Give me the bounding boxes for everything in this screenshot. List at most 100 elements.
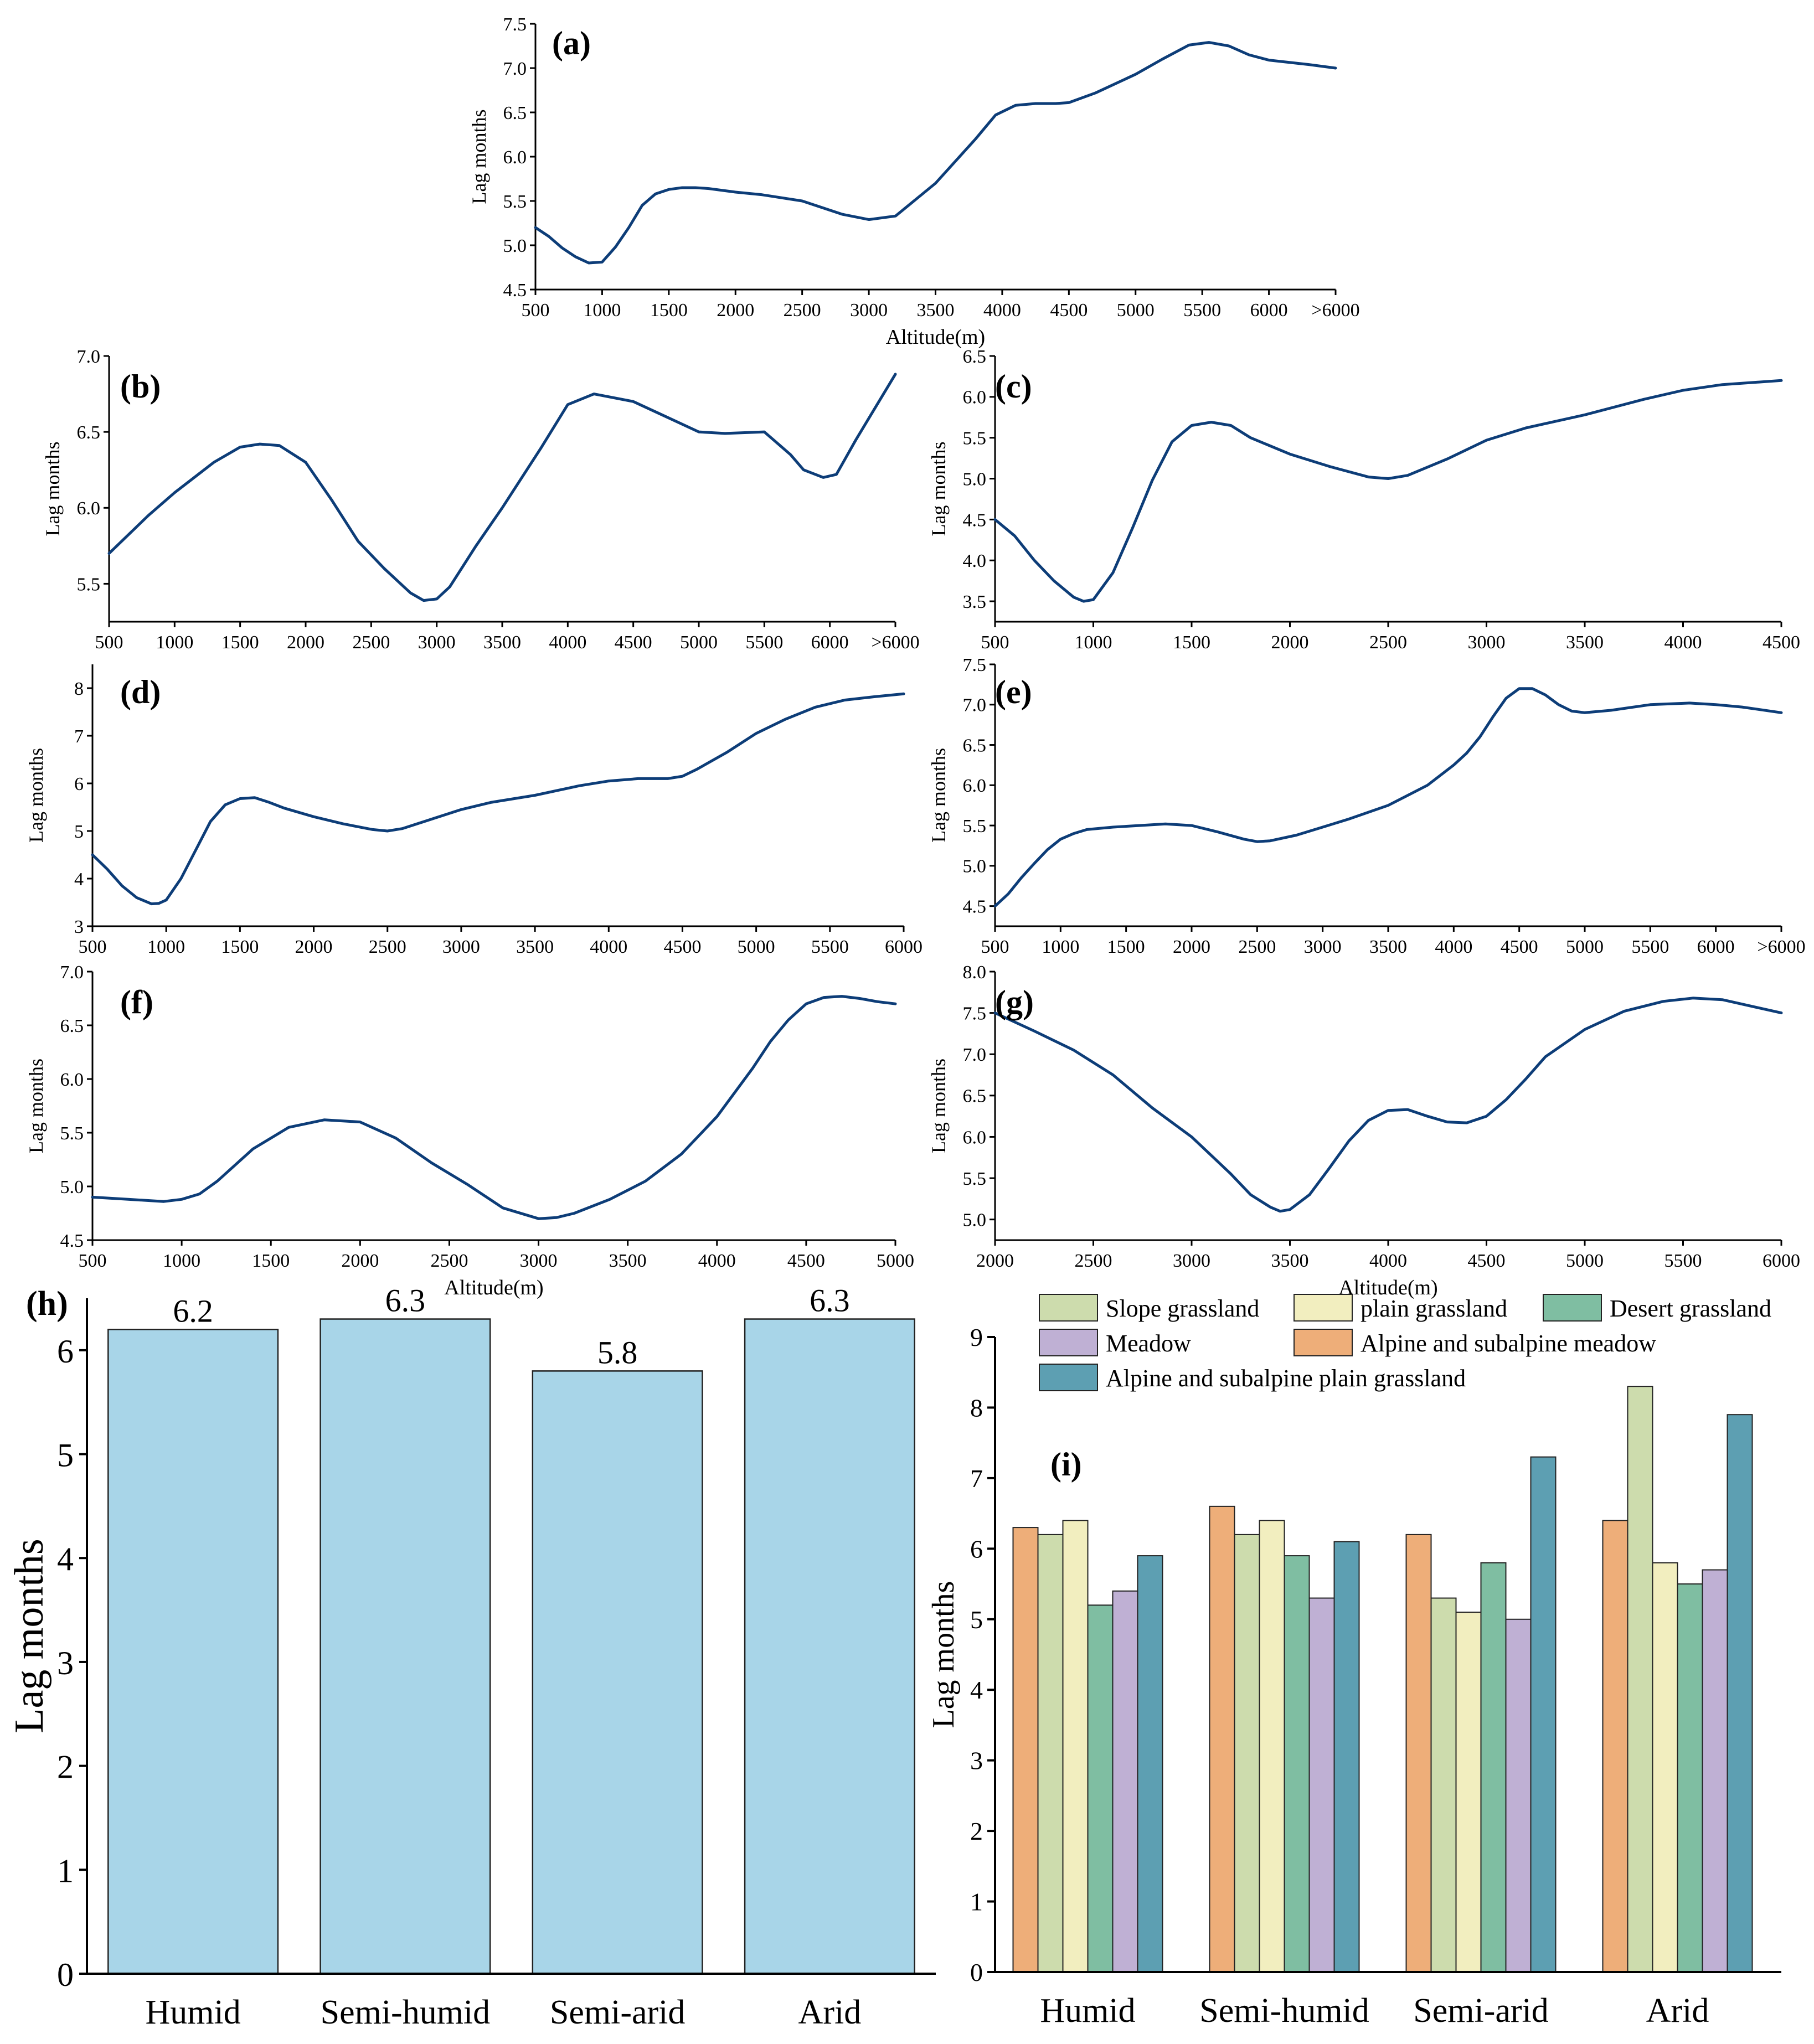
panel-label: (d) xyxy=(120,674,161,710)
bar xyxy=(1677,1583,1703,1973)
bar xyxy=(1112,1590,1138,1973)
x-tick-label: 6000 xyxy=(811,632,849,653)
y-tick-label: 8 xyxy=(74,679,84,699)
x-tick-label: 2000 xyxy=(295,937,333,957)
x-axis-label: Altitude(m) xyxy=(886,326,985,349)
bar xyxy=(1087,1604,1114,1973)
panel-label: (g) xyxy=(995,984,1034,1020)
y-tick-label: 6.0 xyxy=(963,776,987,796)
panel-b: 5.5 6.0 6.5 7.0 500 1000 1500 2000 2500 3000 3500 4… xyxy=(42,347,920,653)
data-label: 6.3 xyxy=(810,1283,850,1319)
y-tick-label: 7.0 xyxy=(963,695,987,716)
bar xyxy=(1012,1527,1039,1973)
legend: Slope grassland plain grassland Desert gra… xyxy=(1039,1294,1771,1392)
panel-label: (f) xyxy=(120,984,153,1020)
legend-label: Slope grassland xyxy=(1106,1295,1259,1322)
x-tick-label: 3500 xyxy=(1369,937,1407,957)
y-tick-label: 7 xyxy=(74,726,84,747)
y-tick-label: 5.5 xyxy=(963,1169,987,1189)
x-tick-label: 1000 xyxy=(147,937,185,957)
x-tick-label: 2000 xyxy=(976,1251,1014,1271)
x-tick-label: Semi-arid xyxy=(1413,1992,1549,2030)
y-axis-label: Lag months xyxy=(7,1539,52,1733)
x-tick-label: 1000 xyxy=(163,1251,200,1271)
y-tick-label: 5.0 xyxy=(963,856,987,877)
y-tick-label: 4.5 xyxy=(963,897,987,917)
data-label: 6.3 xyxy=(385,1283,426,1319)
y-tick-label: 4.5 xyxy=(60,1231,84,1251)
panel-h: 6.2 Humid 6.3 Semi-humid 5.8 Semi-arid 6.3 Arid… xyxy=(7,1283,936,2031)
y-tick-label: 6.0 xyxy=(503,147,527,168)
y-tick-label: 3.5 xyxy=(963,592,987,612)
x-tick-label: 500 xyxy=(981,632,1009,653)
y-tick-label: 3 xyxy=(57,1645,74,1681)
legend-swatch xyxy=(1039,1294,1098,1322)
y-tick-label: 7.5 xyxy=(503,14,527,35)
bar xyxy=(1430,1597,1457,1973)
x-tick-label: 500 xyxy=(522,300,550,321)
legend-swatch xyxy=(1039,1364,1098,1391)
bar xyxy=(1062,1520,1089,1973)
series-line xyxy=(91,995,897,1220)
y-tick-label: 6.0 xyxy=(60,1070,84,1090)
x-tick-label: 5000 xyxy=(1566,1251,1604,1271)
x-tick-label: Arid xyxy=(798,1994,862,2031)
x-tick-label: 3000 xyxy=(520,1251,558,1271)
y-tick-label: 3 xyxy=(74,917,84,937)
y-axis-label: Lag months xyxy=(926,1581,961,1728)
bar xyxy=(1627,1386,1653,1973)
y-tick-label: 5 xyxy=(57,1437,74,1474)
x-tick-label: 4000 xyxy=(1435,937,1472,957)
y-axis-label: Lag months xyxy=(927,748,950,843)
x-tick-label: 5000 xyxy=(680,632,718,653)
panel-label: (e) xyxy=(995,674,1032,710)
y-tick-label: 5.0 xyxy=(60,1177,84,1198)
y-tick-label: 6 xyxy=(970,1535,983,1563)
y-tick-label: 2 xyxy=(970,1817,983,1845)
x-tick-label: 5000 xyxy=(1566,937,1604,957)
x-tick-label: 6000 xyxy=(1250,300,1288,321)
bar xyxy=(1037,1534,1064,1973)
panel-label: (c) xyxy=(995,368,1032,405)
x-tick-label: 1000 xyxy=(1042,937,1079,957)
x-tick-label: Arid xyxy=(1646,1992,1709,2030)
x-tick-label: 2000 xyxy=(341,1251,379,1271)
x-tick-label: 1500 xyxy=(221,632,259,653)
x-tick-label: 4500 xyxy=(615,632,652,653)
y-axis-label: Lag months xyxy=(927,442,950,536)
bar-semi-humid xyxy=(319,1318,491,1975)
x-tick-label: 3500 xyxy=(1271,1251,1309,1271)
series-line xyxy=(993,687,1783,908)
x-tick-label: >6000 xyxy=(871,632,919,653)
bar xyxy=(1505,1618,1532,1973)
x-tick-label: Semi-humid xyxy=(1199,1992,1369,2030)
x-tick-label: 2500 xyxy=(1238,937,1276,957)
x-tick-label: 5000 xyxy=(877,1251,914,1271)
bar-humid xyxy=(107,1329,279,1975)
panel-a: 4.5 5.0 5.5 6.0 6.5 7.0 7.5 500 1000 1500 2000 2500… xyxy=(468,14,1360,349)
x-tick-label: 4000 xyxy=(549,632,586,653)
y-tick-label: 6.5 xyxy=(503,103,527,123)
x-tick-label: 4000 xyxy=(1369,1251,1407,1271)
panel-g: 5.0 5.5 6.0 6.5 7.0 7.5 8.0 2000 2500 3000 3500 400… xyxy=(927,962,1800,1299)
x-tick-label: 5500 xyxy=(1664,1251,1702,1271)
y-tick-label: 5.5 xyxy=(963,429,987,449)
legend-label: Alpine and subalpine meadow xyxy=(1360,1330,1656,1357)
y-tick-label: 7 xyxy=(970,1464,983,1493)
y-tick-label: 8.0 xyxy=(963,962,987,983)
x-tick-label: 4500 xyxy=(1501,937,1538,957)
bar xyxy=(1308,1597,1335,1973)
y-tick-label: 5.0 xyxy=(503,236,527,256)
y-tick-label: 0 xyxy=(970,1958,983,1986)
y-tick-label: 5.0 xyxy=(963,1210,987,1231)
data-label: 6.2 xyxy=(173,1293,213,1329)
bar xyxy=(1530,1456,1557,1973)
x-tick-label: 4500 xyxy=(1468,1251,1506,1271)
y-tick-label: 6.5 xyxy=(77,422,101,443)
panel-e: 4.5 5.0 5.5 6.0 6.5 7.0 7.5 500 1000 1500 2000 2500… xyxy=(927,655,1806,957)
x-tick-label: 3500 xyxy=(483,632,521,653)
x-tick-label: 4500 xyxy=(1050,300,1088,321)
x-tick-label: 3000 xyxy=(850,300,888,321)
x-tick-label: 1500 xyxy=(650,300,688,321)
bar xyxy=(1727,1414,1753,1973)
